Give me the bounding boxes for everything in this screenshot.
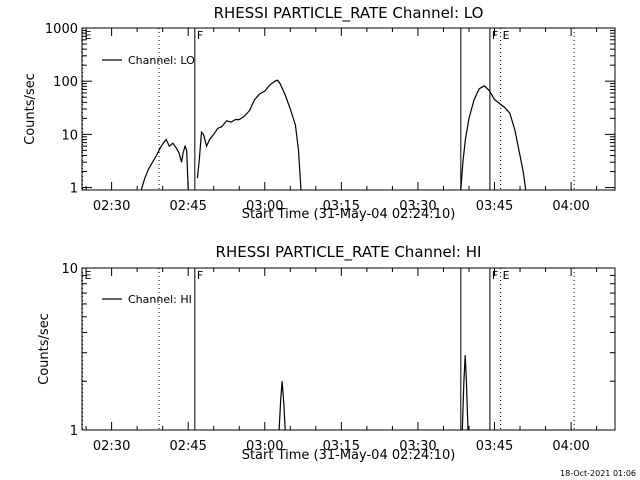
y-axis-label: Counts/sec [23,73,38,145]
x-tick-label: 02:30 [93,199,130,214]
chart-panel-hi: RHESSI PARTICLE_RATE Channel: HI 02:30 02:… [37,243,616,463]
series-line-segment [461,355,469,430]
plot-frame [81,27,616,191]
x-axis-label: Start Time (31-May-04 02:24:10) [242,448,456,463]
x-tick-label: 03:30 [399,439,436,454]
x-tick-label: 04:00 [552,439,589,454]
event-marker-label: E [503,269,510,282]
x-axis-label: Start Time (31-May-04 02:24:10) [242,207,456,222]
y-tick-label: 10 [61,128,78,143]
x-tick-label: 03:15 [323,199,360,214]
x-tick-label: 03:30 [399,199,436,214]
series-line-segment [278,381,286,430]
x-tick-label: 03:45 [476,199,513,214]
series-line-segment [460,85,527,190]
event-marker-label: F [492,269,498,282]
x-tick-label: 03:00 [246,439,283,454]
chart-title: RHESSI PARTICLE_RATE Channel: LO [214,4,484,23]
chart-title: RHESSI PARTICLE_RATE Channel: HI [216,243,482,262]
x-tick-label: 02:45 [169,199,206,214]
y-axis-label: Counts/sec [37,313,52,385]
series-line-segment [140,138,189,190]
chart-panel-lo: RHESSI PARTICLE_RATE Channel: LO 02:30 02:… [23,4,616,222]
plot-frame [81,267,616,431]
x-tick-label: 02:45 [169,439,206,454]
y-tick-label: 10 [61,262,78,277]
event-marker-label: F [197,269,203,282]
x-tick-label: 03:45 [476,439,513,454]
footer-timestamp: 18-Oct-2021 01:06 [560,469,636,478]
legend-entry: Channel: LO [128,54,195,67]
event-marker-label: F [197,29,203,42]
x-tick-label: 03:00 [246,199,283,214]
y-tick-label: 1000 [45,22,78,37]
event-marker-label: E [85,269,92,282]
event-marker-label: E [503,29,510,42]
x-tick-label: 03:15 [323,439,360,454]
event-marker-label: E [85,29,92,42]
legend-entry: Channel: HI [128,293,192,306]
series-line-segment [196,79,302,190]
y-tick-label: 1 [70,182,78,197]
event-marker-label: F [492,29,498,42]
x-tick-label: 04:00 [552,199,589,214]
x-tick-label: 02:30 [93,439,130,454]
y-tick-label: 1 [70,424,78,439]
y-tick-label: 100 [53,75,78,90]
